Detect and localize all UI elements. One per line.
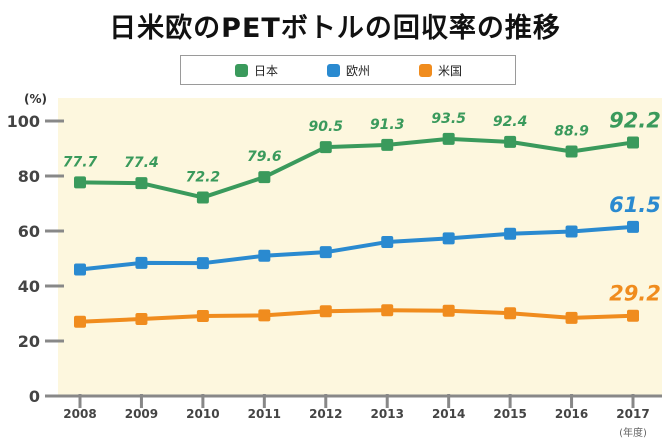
data-point	[442, 132, 455, 145]
x-tick-label: 2010	[186, 407, 219, 421]
data-point	[258, 309, 271, 322]
data-point	[196, 257, 209, 270]
legend-item-usa: 米国	[419, 63, 462, 79]
legend-swatch-usa	[419, 64, 432, 77]
x-tick-label: 2017	[616, 407, 649, 421]
data-point	[74, 176, 86, 189]
y-tick-label: 20	[18, 332, 40, 351]
legend-item-japan: 日本	[235, 63, 278, 79]
data-label: 92.4	[493, 114, 528, 130]
y-tick-label: 100	[7, 112, 40, 131]
series-line-0	[79, 136, 634, 200]
x-tick-label: 2013	[371, 407, 404, 421]
data-point	[442, 232, 455, 245]
data-point	[627, 220, 639, 233]
x-tick-label: 2011	[248, 407, 281, 421]
data-point	[565, 225, 578, 238]
data-label: 90.5	[309, 119, 344, 135]
y-tick-label: 80	[18, 167, 40, 186]
data-label: 29.2	[609, 282, 661, 306]
legend-item-europe: 欧州	[327, 63, 370, 79]
data-label: 79.6	[247, 149, 282, 165]
series-line-1	[79, 224, 634, 272]
legend-label-europe: 欧州	[346, 64, 371, 78]
data-point	[74, 315, 86, 328]
data-point	[381, 138, 394, 151]
data-point	[442, 304, 455, 317]
x-tick-label: 2016	[555, 407, 588, 421]
series-line-2	[79, 308, 634, 324]
data-point	[258, 249, 271, 262]
x-tick-label: 2012	[309, 407, 342, 421]
data-label: 61.5	[609, 193, 661, 217]
legend-swatch-europe	[327, 64, 340, 77]
data-label: 93.5	[431, 111, 466, 127]
data-point	[627, 309, 639, 322]
data-point	[627, 136, 639, 149]
x-tick-label: 2008	[63, 407, 96, 421]
data-point	[504, 227, 517, 240]
data-point	[135, 177, 148, 190]
legend: 日本 欧州 米国	[180, 55, 516, 85]
data-point	[135, 313, 148, 325]
data-label: 91.3	[370, 117, 405, 133]
data-point	[319, 141, 332, 154]
data-point	[381, 304, 394, 317]
data-label: 77.7	[63, 154, 98, 170]
y-tick-label: 40	[18, 277, 40, 296]
data-label: 77.4	[124, 155, 159, 171]
data-point	[381, 236, 394, 248]
data-label: 88.9	[554, 124, 589, 140]
data-point	[504, 307, 517, 320]
legend-label-usa: 米国	[438, 64, 463, 78]
y-tick-label: 0	[29, 387, 40, 406]
legend-label-japan: 日本	[254, 64, 279, 78]
data-point	[319, 246, 332, 259]
x-tick-label: 2014	[432, 407, 465, 421]
data-point	[258, 171, 271, 184]
y-axis-unit-label: (%)	[24, 92, 47, 106]
data-point	[74, 263, 86, 276]
data-point	[196, 191, 209, 204]
data-label: 72.2	[186, 169, 221, 185]
x-tick-label: 2009	[125, 407, 158, 421]
data-label: 92.2	[609, 108, 661, 132]
legend-swatch-japan	[235, 64, 248, 77]
data-point	[565, 311, 578, 324]
data-point	[319, 305, 332, 318]
data-point	[504, 135, 517, 148]
data-point	[135, 256, 148, 269]
x-tick-label: 2015	[493, 407, 526, 421]
x-axis-unit-label: (年度)	[619, 426, 647, 439]
data-point	[196, 309, 209, 322]
chart-title: 日米欧のPETボトルの回収率の推移	[109, 13, 561, 44]
y-tick-label: 60	[18, 222, 40, 241]
data-point	[565, 145, 578, 158]
